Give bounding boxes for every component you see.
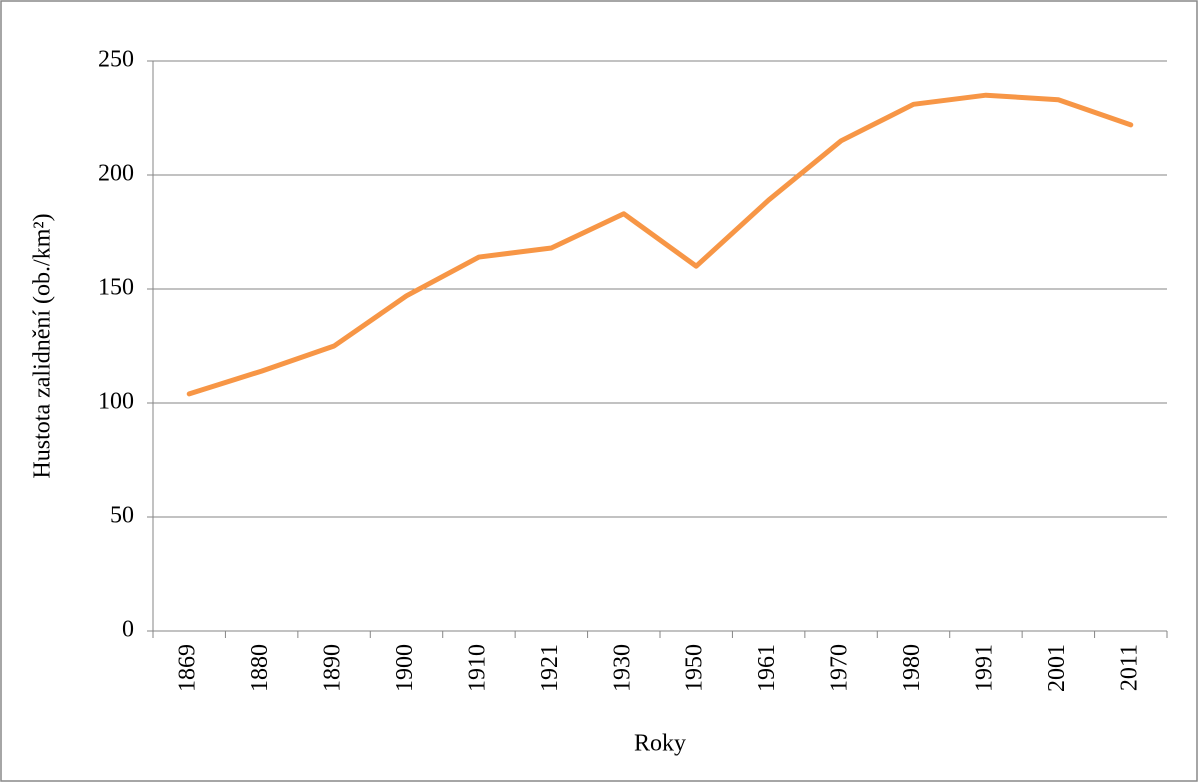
x-tick-label: 1980: [899, 644, 925, 692]
data-line: [186, 92, 1134, 397]
x-tick-label: 1970: [827, 644, 853, 692]
x-tick-label: 1900: [392, 644, 418, 692]
x-tick-label: 1961: [754, 644, 780, 692]
y-tick-label: 50: [110, 503, 134, 529]
y-tick-label: 200: [98, 161, 134, 187]
x-tick-label: 1950: [682, 644, 708, 692]
x-tick-label: 1921: [537, 644, 563, 692]
x-tick-label: 1890: [320, 644, 346, 692]
x-axis-title: Roky: [634, 731, 686, 757]
y-tick-label: 0: [122, 617, 134, 643]
y-tick-label: 250: [98, 47, 134, 73]
x-tick-label: 2001: [1044, 644, 1070, 692]
x-tick-label: 1910: [464, 644, 490, 692]
y-axis-title: Hustota zalidnění (ob./km²): [30, 213, 56, 478]
y-tick-label: 100: [98, 389, 134, 415]
x-tick-label: 1991: [971, 644, 997, 692]
x-tick-label: 2011: [1116, 644, 1142, 691]
x-tick-label: 1930: [609, 644, 635, 692]
y-tick-label: 150: [98, 275, 134, 301]
x-tick-label: 1880: [247, 644, 273, 692]
x-tick-label: 1869: [175, 644, 201, 692]
